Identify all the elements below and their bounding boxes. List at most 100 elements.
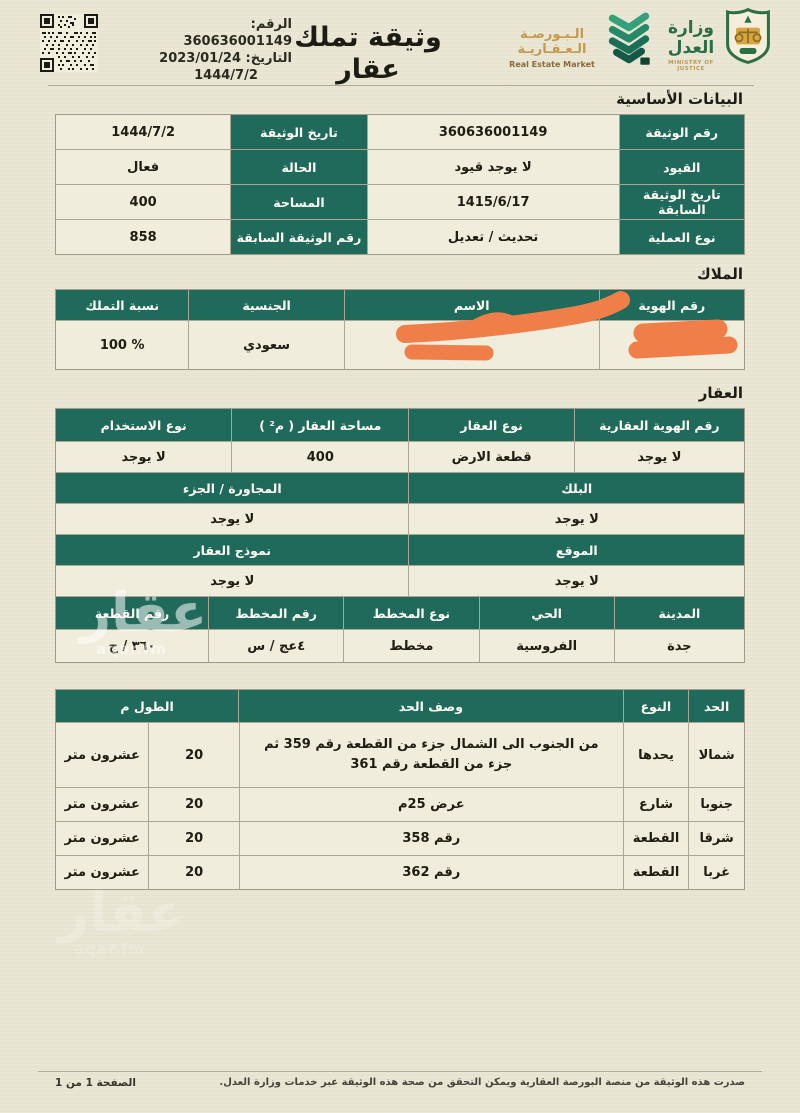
owners-table: رقم الهوية الاسم الجنسية نسبة التملك سعو… [55, 289, 745, 370]
property-city: جدة [614, 630, 744, 662]
field-value: 400 [232, 442, 409, 472]
boundary-side: شرقا [689, 822, 744, 855]
column-header: نوع العقار [409, 409, 574, 441]
real-estate-market-logo-text: الـبـورصـة الـعـقـاريـة Real Estate Mark… [498, 27, 606, 69]
boundary-description: من الجنوب الى الشمال جزء من القطعة رقم 3… [239, 723, 623, 787]
page-title: وثيقة تملك عقار [294, 22, 442, 85]
field-value: لا يوجد [574, 442, 744, 472]
table-row: تاريخ الوثيقة السابقة 1415/6/17 المساحة … [56, 185, 744, 219]
table-header-row: المدينة الحي نوع المخطط رقم المخطط رقم ا… [55, 597, 744, 629]
rem-logo-english: Real Estate Market [509, 60, 595, 69]
field-value: 1415/6/17 [367, 185, 619, 219]
footer-note: صدرت هذه الوثيقة من منصة البورصة العقاري… [219, 1077, 745, 1088]
boundary-type: يحدها [623, 723, 689, 787]
column-header: الحد [689, 690, 744, 722]
table-row: سعودي % 100 [55, 321, 744, 369]
field-label: المساحة [231, 185, 367, 219]
column-header: الطول م [55, 690, 239, 722]
field-label: تاريخ الوثيقة [231, 115, 367, 149]
table-header-row: الموقع نموذج العقار [56, 535, 744, 565]
field-value: لا يوجد [56, 504, 409, 534]
table-row: رقم الوثيقة 360636001149 تاريخ الوثيقة 1… [56, 115, 744, 149]
ministry-of-justice-emblem-icon [726, 8, 770, 64]
boundary-type: القطعة [623, 856, 689, 889]
rem-logo-arabic: الـبـورصـة الـعـقـاريـة [517, 27, 587, 57]
boundary-side: شمالا [689, 723, 744, 787]
watermark-subtext: aqar.fm [74, 940, 146, 958]
boundary-type: القطعة [623, 822, 689, 855]
boundary-length-number: 20 [149, 822, 239, 855]
table-row: لا يوجد لا يوجد [56, 504, 744, 534]
field-value: لا يوجد قيود [367, 150, 619, 184]
field-label: تاريخ الوثيقة السابقة [619, 185, 744, 219]
table-row: شرقا القطعة رقم 358 20 عشرون متر [55, 822, 744, 855]
boundary-length-text: عشرون متر [55, 723, 149, 787]
column-header: البلك [409, 473, 744, 503]
table-row: لا يوجد قطعة الارض 400 لا يوجد [55, 442, 744, 472]
table-row: جنوبا شارع عرض 25م 20 عشرون متر [55, 788, 744, 821]
qr-code-icon [40, 14, 98, 72]
field-value: 1444/7/2 [56, 115, 231, 149]
boundary-length-text: عشرون متر [55, 788, 149, 821]
table-header-row: رقم الهوية العقارية نوع العقار مساحة الع… [55, 409, 744, 441]
document-date-hijri: 1444/7/2 [194, 68, 258, 83]
table-row: شمالا يحدها من الجنوب الى الشمال جزء من … [55, 723, 744, 787]
document-number: الرقم: 360636001149 [183, 17, 292, 49]
section-title-basic-data: البيانات الأساسية [616, 90, 743, 108]
field-value: فعال [56, 150, 231, 184]
column-header: المدينة [614, 597, 744, 629]
column-header: مساحة العقار ( م² ) [232, 409, 409, 441]
field-value: لا يوجد [409, 566, 744, 596]
moj-logo-english: MINISTRY OF JUSTICE [668, 60, 714, 72]
section-title-property: العقار [698, 384, 743, 402]
boundary-description: رقم 358 [239, 822, 623, 855]
column-header: رقم القطعة [55, 597, 209, 629]
column-header: الاسم [344, 290, 599, 320]
field-value: لا يوجد [55, 442, 232, 472]
property-table: رقم الهوية العقارية نوع العقار مساحة الع… [55, 408, 745, 663]
boundary-side: غربا [689, 856, 744, 889]
column-header: نوع الاستخدام [55, 409, 232, 441]
boundary-description: عرض 25م [239, 788, 623, 821]
property-plan-number: ٤عج / س [209, 630, 344, 662]
footer-divider [38, 1071, 762, 1072]
property-district: الفروسية [479, 630, 614, 662]
field-value: 858 [56, 220, 231, 254]
field-value: قطعة الارض [409, 442, 574, 472]
field-label: القيود [619, 150, 744, 184]
property-plot-number: ٣٦٠ / ج [55, 630, 209, 662]
table-row: القيود لا يوجد قيود الحالة فعال [56, 150, 744, 184]
owner-id-redacted [599, 321, 744, 369]
table-header-row: رقم الهوية الاسم الجنسية نسبة التملك [55, 290, 744, 320]
column-header: نموذج العقار [56, 535, 409, 565]
column-header: وصف الحد [239, 690, 623, 722]
field-label: الحالة [231, 150, 367, 184]
table-row: غربا القطعة رقم 362 20 عشرون متر [55, 856, 744, 889]
watermark-text: عقار [58, 881, 186, 944]
boundaries-table: الحد النوع وصف الحد الطول م شمالا يحدها … [55, 689, 745, 890]
boundary-length-number: 20 [149, 788, 239, 821]
boundary-description: رقم 362 [239, 856, 623, 889]
column-header: رقم الهوية العقارية [574, 409, 744, 441]
owner-nationality: سعودي [189, 321, 344, 369]
field-value: لا يوجد [56, 566, 409, 596]
document-date-gregorian: التاريخ: 2023/01/24 [159, 51, 292, 66]
property-plan-type: مخطط [344, 630, 479, 662]
column-header: النوع [623, 690, 689, 722]
document-body: البيانات الأساسية رقم الوثيقة 3606360011… [55, 88, 745, 890]
column-header: رقم الهوية [599, 290, 744, 320]
boundary-length-number: 20 [149, 856, 239, 889]
moj-logo-arabic: وزارة العدل [667, 18, 715, 58]
column-header: نسبة التملك [55, 290, 189, 320]
column-header: نوع المخطط [344, 597, 479, 629]
column-header: المجاورة / الجزء [56, 473, 409, 503]
boundary-length-text: عشرون متر [55, 822, 149, 855]
table-header-row: الحد النوع وصف الحد الطول م [55, 690, 744, 722]
real-estate-market-logo-icon [608, 12, 650, 65]
boundary-length-text: عشرون متر [55, 856, 149, 889]
owner-share: % 100 [55, 321, 189, 369]
table-row: لا يوجد لا يوجد [56, 566, 744, 596]
table-row: نوع العملية تحديث / تعديل رقم الوثيقة ال… [56, 220, 744, 254]
field-value: تحديث / تعديل [367, 220, 619, 254]
